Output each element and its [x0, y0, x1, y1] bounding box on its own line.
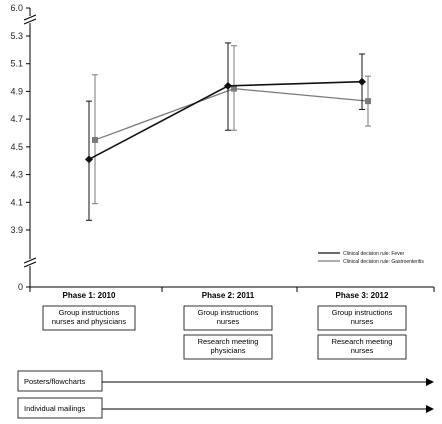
intervention-label: Individual mailings — [24, 404, 86, 413]
intervention-label: Posters/flowcharts — [24, 377, 86, 386]
series-layer — [85, 42, 371, 221]
intervention-box — [17, 397, 103, 419]
phase-box-text: nurses — [351, 346, 374, 355]
y-tick-label: 4.7 — [10, 114, 23, 124]
y-axis-ticks: 0 3.9 4.1 4.3 4.5 4.7 4.9 5.1 5.3 6.0 — [10, 3, 30, 292]
data-point — [85, 155, 93, 164]
series-line — [94, 87, 369, 141]
intervention-arrow-head — [426, 405, 434, 413]
data-point — [92, 136, 98, 143]
phase-box-text: Research meeting — [198, 337, 259, 346]
phase-box-text: physicians — [210, 346, 245, 355]
axis-break-gap — [26, 16, 34, 23]
axis-break-mark — [23, 18, 37, 25]
phase-box — [183, 334, 273, 360]
phase-box-text: Group instructions — [198, 308, 259, 317]
phase-box-text: nurses — [351, 317, 374, 326]
y-tick-label: 6.0 — [10, 3, 23, 13]
y-tick-label: 5.1 — [10, 59, 23, 69]
series-line — [88, 80, 363, 161]
phase-box-text: nurses and physicians — [52, 317, 126, 326]
axis-break-mark — [23, 257, 37, 264]
y-tick-label: 3.9 — [10, 225, 23, 235]
chart-axes — [23, 8, 435, 292]
series-fever — [85, 42, 366, 221]
phase-box — [317, 334, 407, 360]
y-tick-label: 0 — [18, 282, 23, 292]
data-point — [231, 85, 237, 92]
axis-break-mark — [23, 14, 37, 21]
phase-box-text: Group instructions — [332, 308, 393, 317]
phase-box-text: nurses — [217, 317, 240, 326]
y-tick-label: 4.5 — [10, 142, 23, 152]
intervention-box — [17, 370, 103, 392]
legend-label: Clinical decision rule: Gastroenteritis — [343, 259, 424, 265]
data-point — [358, 77, 366, 86]
data-point — [224, 81, 232, 90]
phase-label: Phase 2: 2011 — [202, 291, 255, 300]
data-point — [365, 98, 371, 105]
axis-break-gap — [26, 259, 34, 266]
legend-label: Clinical decision rule: Fever — [343, 251, 404, 257]
intervention-timeline: Posters/flowcharts Individual mailings — [17, 370, 434, 419]
phase-label: Phase 3: 2012 — [336, 291, 389, 300]
phase-box-text: Group instructions — [59, 308, 120, 317]
y-tick-label: 4.3 — [10, 170, 23, 180]
intervention-arrow-head — [426, 378, 434, 386]
phase-box-text: Research meeting — [332, 337, 393, 346]
y-tick-label: 5.3 — [10, 31, 23, 41]
y-tick-label: 4.1 — [10, 197, 23, 207]
axis-break-mark — [23, 261, 37, 268]
series-gastroenteritis — [92, 45, 371, 205]
phase-box — [317, 305, 407, 331]
phase-box — [183, 305, 273, 331]
y-tick-label: 4.9 — [10, 86, 23, 96]
phase-label: Phase 1: 2010 — [63, 291, 116, 300]
phase-box — [42, 305, 136, 331]
chart-legend: Clinical decision rule: Fever Clinical de… — [318, 251, 424, 265]
